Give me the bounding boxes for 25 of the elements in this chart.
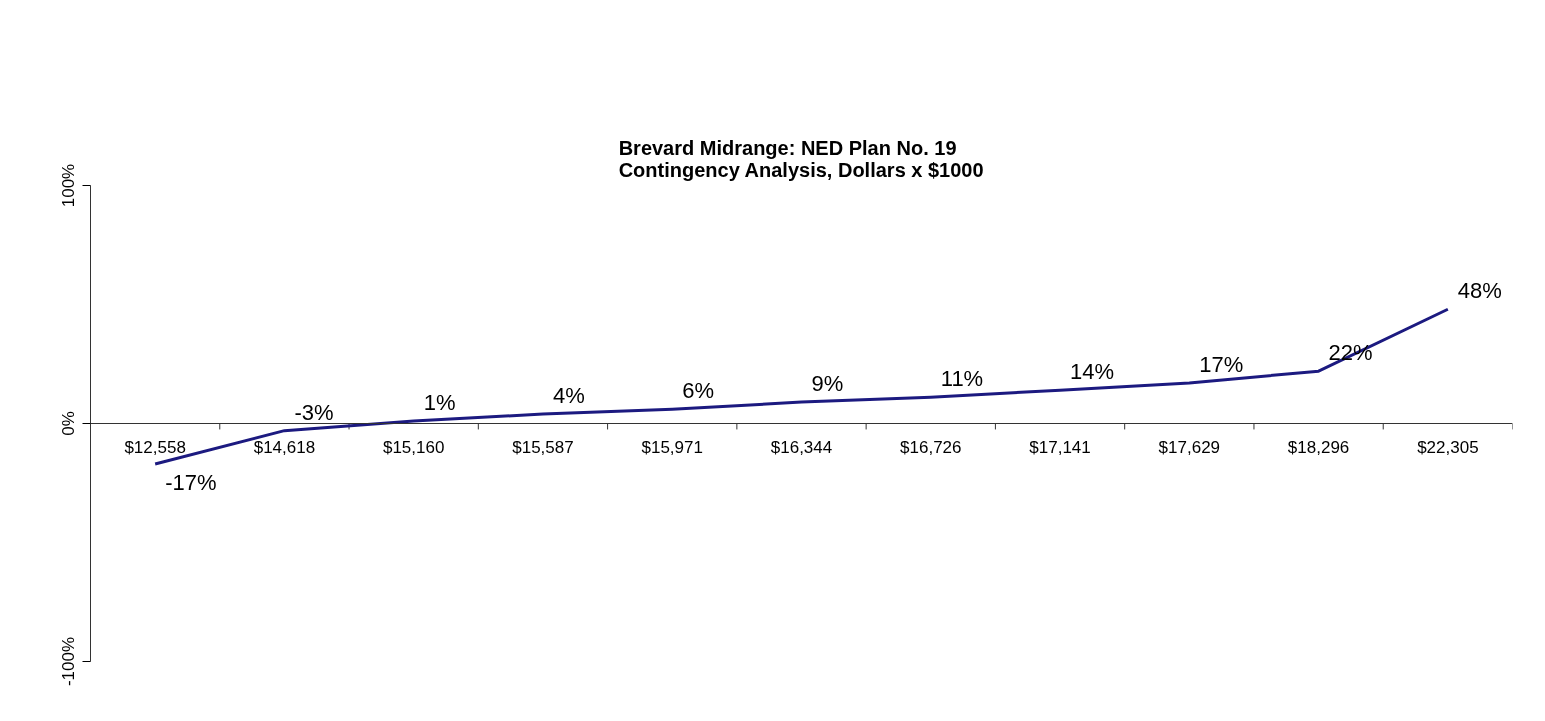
x-tick-label: $16,344 bbox=[770, 437, 833, 457]
data-label: 9% bbox=[811, 371, 844, 397]
data-label: -3% bbox=[294, 399, 334, 425]
x-tick-label: $15,587 bbox=[512, 437, 574, 457]
chart-title: Brevard Midrange: NED Plan No. 19 Contingency Analysis, Dollars x $1000 bbox=[618, 136, 984, 181]
data-label: 11% bbox=[940, 366, 984, 392]
y-tick-label: 0% bbox=[58, 411, 78, 436]
x-tick-label: $17,141 bbox=[1029, 437, 1091, 457]
x-tick-label: $14,618 bbox=[253, 437, 316, 457]
data-label: 4% bbox=[552, 382, 585, 408]
data-label: 14% bbox=[1070, 359, 1115, 385]
x-tick-label: $16,726 bbox=[900, 437, 962, 457]
x-tick-label: $17,629 bbox=[1158, 437, 1221, 457]
data-label: 1% bbox=[423, 390, 456, 416]
y-tick-label: -100% bbox=[58, 636, 78, 687]
x-tick-label: $15,971 bbox=[641, 437, 703, 457]
x-tick-label: $18,296 bbox=[1287, 437, 1350, 457]
data-label: 17% bbox=[1199, 352, 1244, 378]
x-tick-label: $12,558 bbox=[124, 437, 186, 457]
data-label: 48% bbox=[1457, 278, 1502, 304]
data-label: 6% bbox=[682, 378, 715, 404]
y-tick-label: 100% bbox=[58, 163, 78, 208]
data-label: -17% bbox=[165, 469, 217, 495]
x-tick-label: $22,305 bbox=[1417, 437, 1479, 457]
x-tick-label: $15,160 bbox=[382, 437, 445, 457]
